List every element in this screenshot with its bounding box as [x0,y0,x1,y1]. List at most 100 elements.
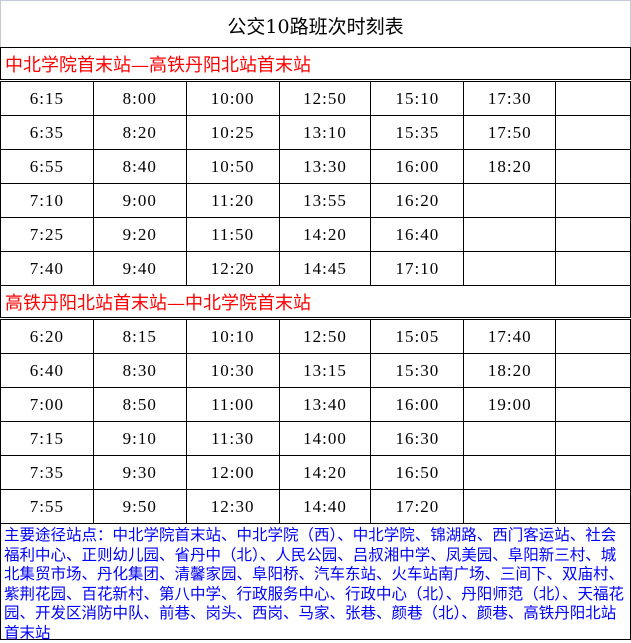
departure-time-cell [555,387,631,422]
table-row: 7:55 9:50 12:30 14:40 17:20 [0,489,631,524]
departure-time-cell: 8:20 [92,115,187,150]
departure-time-cell: 10:50 [185,149,280,184]
departure-time-cell: 13:40 [278,387,372,422]
departure-time-cell [463,251,557,286]
departure-time-cell [463,421,557,456]
departure-time-cell [555,421,631,456]
departure-time-cell: 6:40 [0,353,94,388]
departure-time-cell: 12:50 [278,81,372,116]
schedule-table-return: 6:20 8:15 10:10 12:50 15:05 17:40 6:40 8:30 10:3… [0,319,631,524]
departure-time-cell: 7:10 [0,183,94,218]
departure-time-cell: 13:15 [278,353,372,388]
departure-time-cell: 15:05 [370,319,465,354]
departure-time-cell: 12:30 [185,489,280,524]
departure-time-cell: 17:30 [463,81,557,116]
departure-time-cell: 15:30 [370,353,465,388]
departure-time-cell: 9:10 [92,421,187,456]
departure-time-cell: 16:00 [370,149,465,184]
departure-time-cell: 19:00 [463,387,557,422]
departure-time-cell: 13:30 [278,149,372,184]
route-stops: 主要途径站点：中北学院首末站、中北学院（西）、中北学院、锦湖路、西门客运站、社会… [0,523,631,642]
departure-time-cell: 17:50 [463,115,557,150]
departure-time-cell: 16:20 [370,183,465,218]
departure-time-cell: 11:00 [185,387,280,422]
table-row: 7:25 9:20 11:50 14:20 16:40 [0,217,631,252]
departure-time-cell: 10:00 [185,81,280,116]
departure-time-cell: 6:20 [0,319,94,354]
departure-time-cell: 11:30 [185,421,280,456]
departure-time-cell [555,251,631,286]
departure-time-cell: 9:20 [92,217,187,252]
departure-time-cell: 15:10 [370,81,465,116]
departure-time-cell: 16:30 [370,421,465,456]
table-row: 6:20 8:15 10:10 12:50 15:05 17:40 [0,319,631,354]
departure-time-cell: 7:35 [0,455,94,490]
departure-time-cell [555,81,631,116]
departure-time-cell: 12:50 [278,319,372,354]
departure-time-cell: 17:10 [370,251,465,286]
departure-time-cell: 7:25 [0,217,94,252]
departure-time-cell: 9:30 [92,455,187,490]
departure-time-cell: 10:25 [185,115,280,150]
departure-time-cell: 14:20 [278,455,372,490]
departure-time-cell: 11:50 [185,217,280,252]
section-heading-return: 高铁丹阳北站首末站—中北学院首末站 [0,285,631,318]
departure-time-cell: 8:30 [92,353,187,388]
departure-time-cell: 7:40 [0,251,94,286]
departure-time-cell [555,115,631,150]
departure-time-cell [463,489,557,524]
departure-time-cell: 14:00 [278,421,372,456]
table-row: 7:40 9:40 12:20 14:45 17:10 [0,251,631,286]
departure-time-cell: 7:00 [0,387,94,422]
departure-time-cell [463,455,557,490]
departure-time-cell: 14:20 [278,217,372,252]
departure-time-cell: 7:15 [0,421,94,456]
departure-time-cell: 10:10 [185,319,280,354]
table-row: 6:15 8:00 10:00 12:50 15:10 17:30 [0,81,631,116]
departure-time-cell: 13:55 [278,183,372,218]
departure-time-cell: 12:00 [185,455,280,490]
departure-time-cell [555,319,631,354]
departure-time-cell: 18:20 [463,353,557,388]
table-row: 7:35 9:30 12:00 14:20 16:50 [0,455,631,490]
departure-time-cell: 9:00 [92,183,187,218]
departure-time-cell: 8:50 [92,387,187,422]
departure-time-cell [555,455,631,490]
departure-time-cell: 8:00 [92,81,187,116]
departure-time-cell: 16:50 [370,455,465,490]
departure-time-cell: 11:20 [185,183,280,218]
table-row: 7:15 9:10 11:30 14:00 16:30 [0,421,631,456]
departure-time-cell [555,183,631,218]
departure-time-cell: 14:45 [278,251,372,286]
departure-time-cell: 17:40 [463,319,557,354]
departure-time-cell: 9:40 [92,251,187,286]
departure-time-cell: 10:30 [185,353,280,388]
table-row: 6:35 8:20 10:25 13:10 15:35 17:50 [0,115,631,150]
departure-time-cell: 8:15 [92,319,187,354]
departure-time-cell [555,353,631,388]
table-row: 6:40 8:30 10:30 13:15 15:30 18:20 [0,353,631,388]
departure-time-cell: 18:20 [463,149,557,184]
table-row: 6:55 8:40 10:50 13:30 16:00 18:20 [0,149,631,184]
schedule-table-outbound: 6:15 8:00 10:00 12:50 15:10 17:30 6:35 8:20 10:2… [0,81,631,286]
departure-time-cell [555,149,631,184]
departure-time-cell: 12:20 [185,251,280,286]
departure-time-cell [463,183,557,218]
departure-time-cell: 7:55 [0,489,94,524]
departure-time-cell: 8:40 [92,149,187,184]
departure-time-cell: 6:15 [0,81,94,116]
departure-time-cell: 16:40 [370,217,465,252]
departure-time-cell [555,489,631,524]
departure-time-cell: 6:55 [0,149,94,184]
table-row: 7:00 8:50 11:00 13:40 16:00 19:00 [0,387,631,422]
page-title: 公交10路班次时刻表 [0,0,631,48]
section-heading-outbound: 中北学院首末站—高铁丹阳北站首末站 [0,47,631,80]
departure-time-cell: 9:50 [92,489,187,524]
departure-time-cell: 6:35 [0,115,94,150]
departure-time-cell [463,217,557,252]
departure-time-cell [555,217,631,252]
departure-time-cell: 14:40 [278,489,372,524]
departure-time-cell: 13:10 [278,115,372,150]
table-row: 7:10 9:00 11:20 13:55 16:20 [0,183,631,218]
